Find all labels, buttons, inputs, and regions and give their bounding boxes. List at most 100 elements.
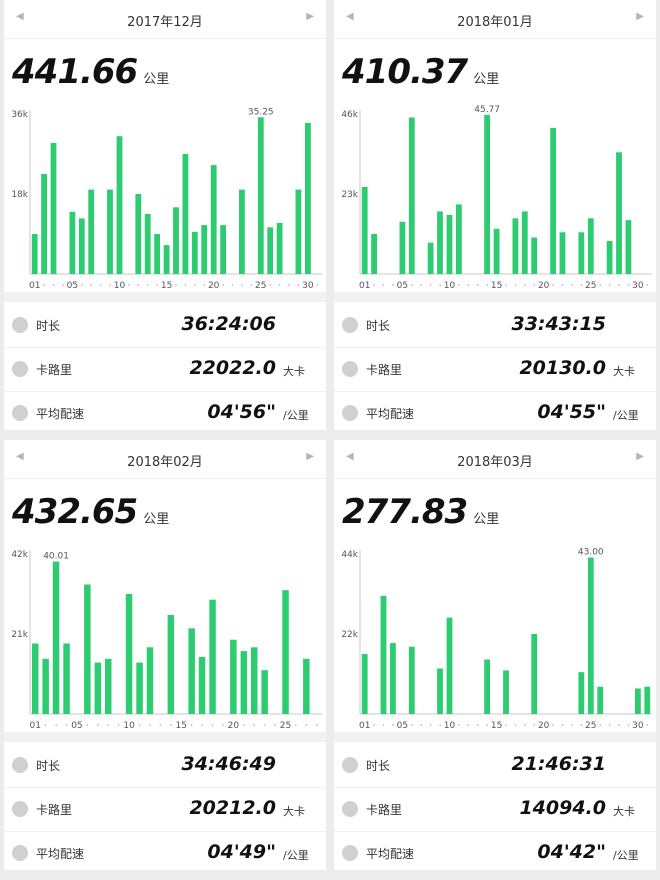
x-minor-dot: [99, 284, 102, 286]
month-title: 2017年12月: [127, 15, 203, 30]
bar-day-1: [31, 234, 38, 274]
flame-icon: [12, 801, 28, 817]
x-tick-label: 15: [491, 721, 502, 728]
x-tick-label: 25: [280, 721, 291, 728]
x-minor-dot: [552, 724, 554, 726]
y-tick-label: 21k: [11, 630, 28, 640]
calories-label: 卡路里: [36, 803, 73, 817]
prev-month-arrow-icon[interactable]: ◀: [346, 451, 354, 462]
total-distance: 432.65 公里: [12, 492, 169, 538]
x-minor-dot: [382, 724, 385, 726]
x-minor-dot: [128, 284, 130, 286]
x-minor-dot: [580, 724, 583, 726]
x-tick-label: 01: [359, 721, 370, 728]
x-minor-dot: [243, 724, 245, 726]
x-minor-dot: [43, 284, 45, 286]
x-minor-dot: [505, 724, 507, 726]
prev-month-arrow-icon[interactable]: ◀: [16, 451, 24, 462]
bar-day-3: [50, 142, 57, 274]
bar-day-20: [230, 639, 237, 714]
bar-day-15: [163, 245, 170, 274]
x-minor-dot: [241, 284, 243, 286]
pace-value: 04'56": [207, 401, 276, 423]
x-minor-dot: [505, 284, 507, 286]
x-minor-dot: [514, 284, 517, 286]
x-tick-label: 15: [175, 721, 186, 728]
pace-value: 04'55": [537, 401, 606, 423]
bar-day-5: [69, 211, 76, 274]
month-panel-feb-2018: ◀ 2018年02月 ▶ 432.65 公里 42k 21k 40.01 01 05 10 1…: [4, 440, 326, 870]
bar-day-1: [361, 654, 368, 714]
x-minor-dot: [580, 284, 583, 286]
pace-row: 平均配速 04'42" /公里: [334, 832, 656, 870]
bar-day-19: [201, 225, 208, 274]
x-minor-dot: [411, 724, 413, 726]
x-minor-dot: [194, 284, 196, 286]
calories-value: 14094.0: [519, 797, 606, 819]
x-minor-dot: [184, 284, 187, 286]
y-tick-label: 22k: [341, 630, 358, 640]
bar-day-5: [399, 221, 406, 274]
bar-day-19: [531, 634, 538, 714]
bar-day-27: [303, 658, 310, 714]
x-tick-label: 01: [359, 281, 370, 288]
next-month-arrow-icon[interactable]: ▶: [636, 11, 644, 22]
x-minor-dot: [203, 284, 206, 286]
x-tick-label: 30: [302, 281, 314, 288]
bar-day-31: [644, 686, 651, 714]
x-minor-dot: [571, 724, 573, 726]
month-title: 2018年03月: [457, 455, 533, 470]
bar-day-22: [251, 647, 258, 714]
x-minor-dot: [420, 724, 422, 726]
bar-day-4: [63, 643, 70, 714]
bar-day-16: [188, 628, 195, 714]
bar-day-21: [220, 225, 226, 274]
next-month-arrow-icon[interactable]: ▶: [306, 11, 314, 22]
clock-icon: [342, 757, 358, 773]
pace-unit: /公里: [613, 849, 639, 862]
bar-day-7: [94, 662, 102, 714]
x-minor-dot: [439, 724, 441, 726]
bar-day-27: [276, 222, 283, 274]
bar-day-30: [635, 688, 641, 714]
x-minor-dot: [392, 284, 394, 286]
bar-day-14: [484, 659, 490, 714]
x-minor-dot: [608, 724, 611, 726]
calories-row: 卡路里 20212.0 大卡: [4, 788, 326, 832]
bar-day-21: [240, 651, 248, 714]
x-tick-label: 15: [161, 281, 172, 288]
bar-day-7: [88, 189, 95, 274]
x-tick-label: 20: [538, 281, 550, 288]
daily-distance-chart: 46k 23k 45.77 01 05 10 15 20 25 30: [341, 105, 652, 288]
calories-row: 卡路里 20130.0 大卡: [334, 348, 656, 392]
bar-day-30: [305, 122, 311, 275]
next-month-arrow-icon[interactable]: ▶: [636, 451, 644, 462]
bar-value-label: 40.01: [43, 552, 69, 562]
prev-month-arrow-icon[interactable]: ◀: [16, 11, 24, 22]
calories-value: 20212.0: [189, 797, 276, 819]
pace-row: 平均配速 04'49" /公里: [4, 832, 326, 870]
pace-row: 平均配速 04'55" /公里: [334, 392, 656, 430]
bar-day-6: [78, 218, 85, 274]
x-minor-dot: [305, 724, 308, 726]
calories-unit: 大卡: [283, 365, 305, 378]
x-minor-dot: [514, 724, 517, 726]
x-minor-dot: [288, 284, 290, 286]
bar-day-3: [52, 561, 60, 714]
prev-month-arrow-icon[interactable]: ◀: [346, 11, 354, 22]
x-minor-dot: [429, 724, 432, 726]
next-month-arrow-icon[interactable]: ▶: [306, 451, 314, 462]
x-minor-dot: [524, 724, 526, 726]
x-minor-dot: [90, 284, 92, 286]
x-tick-label: 15: [491, 281, 502, 288]
x-minor-dot: [149, 724, 151, 726]
total-distance-unit: 公里: [473, 72, 500, 87]
bar-day-15: [493, 228, 500, 274]
x-minor-dot: [250, 284, 253, 286]
x-tick-label: 10: [114, 281, 126, 288]
bar-day-29: [295, 189, 302, 274]
bar-day-16: [503, 670, 509, 714]
x-minor-dot: [599, 284, 601, 286]
bar-day-1: [361, 187, 368, 274]
x-minor-dot: [201, 724, 203, 726]
